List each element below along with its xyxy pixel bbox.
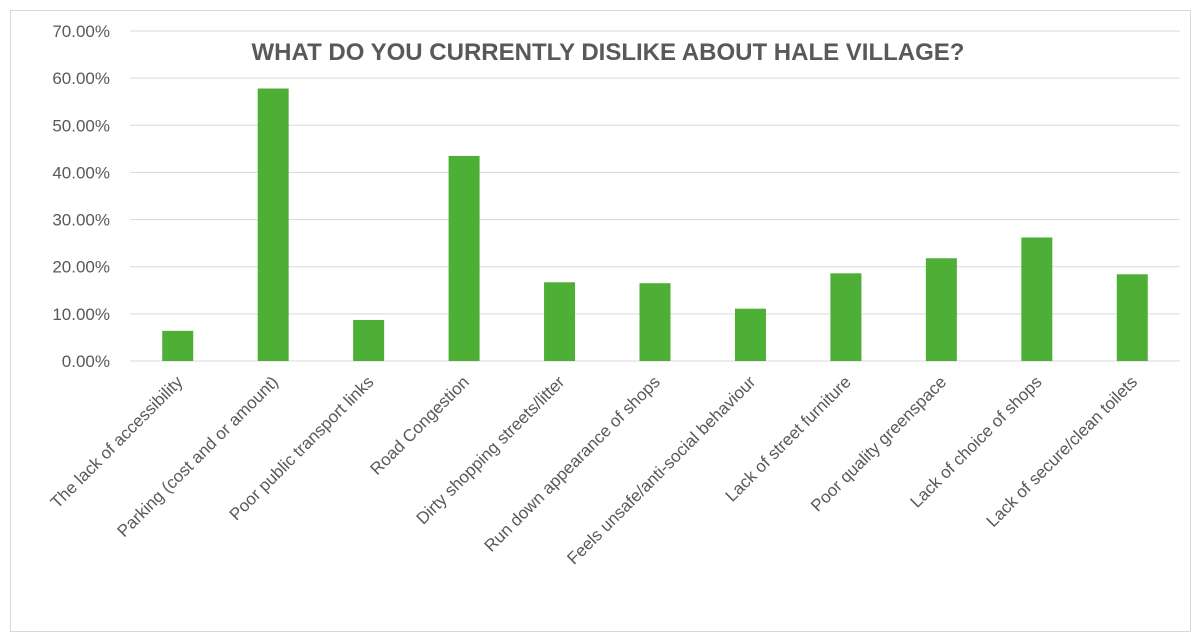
x-category-label: Lack of secure/clean toilets: [983, 372, 1141, 530]
bar: [1021, 237, 1053, 361]
bar: [448, 155, 480, 361]
x-category-label: Parking (cost and or amount): [114, 372, 282, 540]
x-category-label: Road Congestion: [367, 372, 473, 478]
y-tick-label: 10.00%: [52, 305, 110, 324]
bar: [830, 273, 862, 361]
x-category-label: Run down appearance of shops: [481, 372, 664, 555]
y-tick-label: 20.00%: [52, 258, 110, 277]
chart-title: WHAT DO YOU CURRENTLY DISLIKE ABOUT HALE…: [252, 39, 965, 66]
bars: [162, 88, 1148, 361]
gridlines: [130, 30, 1180, 315]
y-tick-label: 30.00%: [52, 211, 110, 230]
x-category-label: Feels unsafe/anti-social behaviour: [563, 372, 759, 568]
y-axis-ticks: 0.00% 10.00% 20.00% 30.00% 40.00% 50.00% 60.00…: [52, 22, 110, 371]
bar: [162, 330, 194, 361]
bar: [1116, 274, 1148, 361]
bar: [353, 319, 385, 361]
y-tick-label: 50.00%: [52, 116, 110, 135]
bar: [544, 282, 576, 361]
y-tick-label: 40.00%: [52, 163, 110, 182]
bar: [257, 88, 289, 361]
y-tick-label: 0.00%: [62, 352, 110, 371]
y-tick-label: 70.00%: [52, 22, 110, 41]
chart-frame: [10, 10, 1191, 632]
bar: [734, 308, 766, 361]
y-tick-label: 60.00%: [52, 69, 110, 88]
bar: [639, 283, 671, 361]
bar: [925, 258, 957, 361]
